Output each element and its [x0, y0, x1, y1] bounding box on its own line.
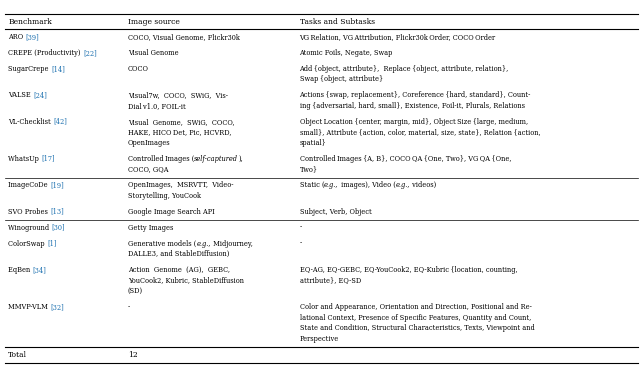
- Text: ColorSwap: ColorSwap: [8, 240, 47, 248]
- Text: e.g.,: e.g.,: [196, 240, 211, 248]
- Text: ImageCoDe: ImageCoDe: [8, 181, 50, 189]
- Text: VL-Checklist: VL-Checklist: [8, 118, 53, 126]
- Text: EQ-AG, EQ-GEBC, EQ-YouCook2, EQ-Kubric {location, counting,: EQ-AG, EQ-GEBC, EQ-YouCook2, EQ-Kubric {…: [300, 266, 517, 274]
- Text: attribute}, EQ-SD: attribute}, EQ-SD: [300, 277, 361, 284]
- Text: SVO Probes: SVO Probes: [8, 208, 51, 216]
- Text: Total: Total: [8, 350, 28, 359]
- Text: [13]: [13]: [51, 208, 64, 216]
- Text: videos): videos): [410, 181, 436, 189]
- Text: Add {object, attribute},  Replace {object, attribute, relation},: Add {object, attribute}, Replace {object…: [300, 65, 509, 73]
- Text: OpenImages,  MSRVTT,  Video-: OpenImages, MSRVTT, Video-: [128, 181, 234, 189]
- Text: Midjourney,: Midjourney,: [211, 240, 253, 248]
- Text: (SD): (SD): [128, 287, 143, 295]
- Text: VALSE: VALSE: [8, 91, 33, 99]
- Text: COCO: COCO: [128, 65, 149, 73]
- Text: [17]: [17]: [42, 155, 55, 163]
- Text: Dial v1.0, FOIL-it: Dial v1.0, FOIL-it: [128, 102, 186, 110]
- Text: [1]: [1]: [47, 240, 56, 248]
- Text: DALLE3, and StableDiffusion): DALLE3, and StableDiffusion): [128, 250, 229, 258]
- Text: [39]: [39]: [26, 33, 40, 41]
- Text: COCO, GQA: COCO, GQA: [128, 165, 168, 173]
- Text: [30]: [30]: [52, 223, 65, 232]
- Text: COCO, Visual Genome, Flickr30k: COCO, Visual Genome, Flickr30k: [128, 33, 240, 41]
- Text: ),: ),: [238, 155, 243, 163]
- Text: Two}: Two}: [300, 165, 317, 173]
- Text: -: -: [300, 223, 302, 232]
- Text: self-captured: self-captured: [195, 155, 238, 163]
- Text: Perspective: Perspective: [300, 335, 339, 342]
- Text: e.g.,: e.g.,: [396, 181, 410, 189]
- Text: Static (: Static (: [300, 181, 324, 189]
- Text: CREPE (Productivity): CREPE (Productivity): [8, 49, 83, 57]
- Text: YouCook2, Kubric, StableDiffusion: YouCook2, Kubric, StableDiffusion: [128, 277, 244, 284]
- Text: ARO: ARO: [8, 33, 26, 41]
- Text: [32]: [32]: [51, 303, 64, 311]
- Text: [34]: [34]: [33, 266, 47, 274]
- Text: Subject, Verb, Object: Subject, Verb, Object: [300, 208, 371, 216]
- Text: Atomic Foils, Negate, Swap: Atomic Foils, Negate, Swap: [300, 49, 393, 57]
- Text: Storytelling, YouCook: Storytelling, YouCook: [128, 192, 201, 200]
- Text: -: -: [300, 240, 302, 248]
- Text: State and Condition, Structural Characteristics, Texts, Viewpoint and: State and Condition, Structural Characte…: [300, 324, 534, 332]
- Text: [24]: [24]: [33, 91, 47, 99]
- Text: 12: 12: [128, 350, 138, 359]
- Text: Tasks and Subtasks: Tasks and Subtasks: [300, 18, 374, 26]
- Text: Visual7w,  COCO,  SWiG,  Vis-: Visual7w, COCO, SWiG, Vis-: [128, 91, 228, 99]
- Text: VG Relation, VG Attribution, Flickr30k Order, COCO Order: VG Relation, VG Attribution, Flickr30k O…: [300, 33, 495, 41]
- Text: Color and Appearance, Orientation and Direction, Positional and Re-: Color and Appearance, Orientation and Di…: [300, 303, 531, 311]
- Text: MMVP-VLM: MMVP-VLM: [8, 303, 51, 311]
- Text: EqBen: EqBen: [8, 266, 33, 274]
- Text: Getty Images: Getty Images: [128, 223, 173, 232]
- Text: lational Context, Presence of Specific Features, Quantity and Count,: lational Context, Presence of Specific F…: [300, 313, 531, 322]
- Text: Visual  Genome,  SWiG,  COCO,: Visual Genome, SWiG, COCO,: [128, 118, 235, 126]
- Text: Benchmark: Benchmark: [8, 18, 52, 26]
- Text: spatial}: spatial}: [300, 139, 326, 147]
- Text: HAKE, HICO Det, Pic, HCVRD,: HAKE, HICO Det, Pic, HCVRD,: [128, 128, 232, 136]
- Text: Controlled Images {A, B}, COCO QA {One, Two}, VG QA {One,: Controlled Images {A, B}, COCO QA {One, …: [300, 155, 511, 163]
- Text: WhatsUp: WhatsUp: [8, 155, 42, 163]
- Text: OpenImages: OpenImages: [128, 139, 171, 147]
- Text: SugarCrepe: SugarCrepe: [8, 65, 51, 73]
- Text: Object Location {center, margin, mid}, Object Size {large, medium,: Object Location {center, margin, mid}, O…: [300, 118, 527, 126]
- Text: Google Image Search API: Google Image Search API: [128, 208, 215, 216]
- Text: [42]: [42]: [53, 118, 67, 126]
- Text: e.g.,: e.g.,: [324, 181, 339, 189]
- Text: small}, Attribute {action, color, material, size, state}, Relation {action,: small}, Attribute {action, color, materi…: [300, 128, 540, 136]
- Text: ing {adversarial, hard, small}, Existence, Foil-it, Plurals, Relations: ing {adversarial, hard, small}, Existenc…: [300, 102, 525, 110]
- Text: [14]: [14]: [51, 65, 65, 73]
- Text: [22]: [22]: [83, 49, 97, 57]
- Text: Winoground: Winoground: [8, 223, 52, 232]
- Text: [19]: [19]: [50, 181, 64, 189]
- Text: Image source: Image source: [128, 18, 180, 26]
- Text: images), Video (: images), Video (: [339, 181, 396, 189]
- Text: Controlled Images (: Controlled Images (: [128, 155, 195, 163]
- Text: Generative models (: Generative models (: [128, 240, 196, 248]
- Text: -: -: [128, 303, 131, 311]
- Text: Visual Genome: Visual Genome: [128, 49, 179, 57]
- Text: Swap {object, attribute}: Swap {object, attribute}: [300, 75, 383, 83]
- Text: Action  Genome  (AG),  GEBC,: Action Genome (AG), GEBC,: [128, 266, 230, 274]
- Text: Actions {swap, replacement}, Coreference {hard, standard}, Count-: Actions {swap, replacement}, Coreference…: [300, 91, 531, 99]
